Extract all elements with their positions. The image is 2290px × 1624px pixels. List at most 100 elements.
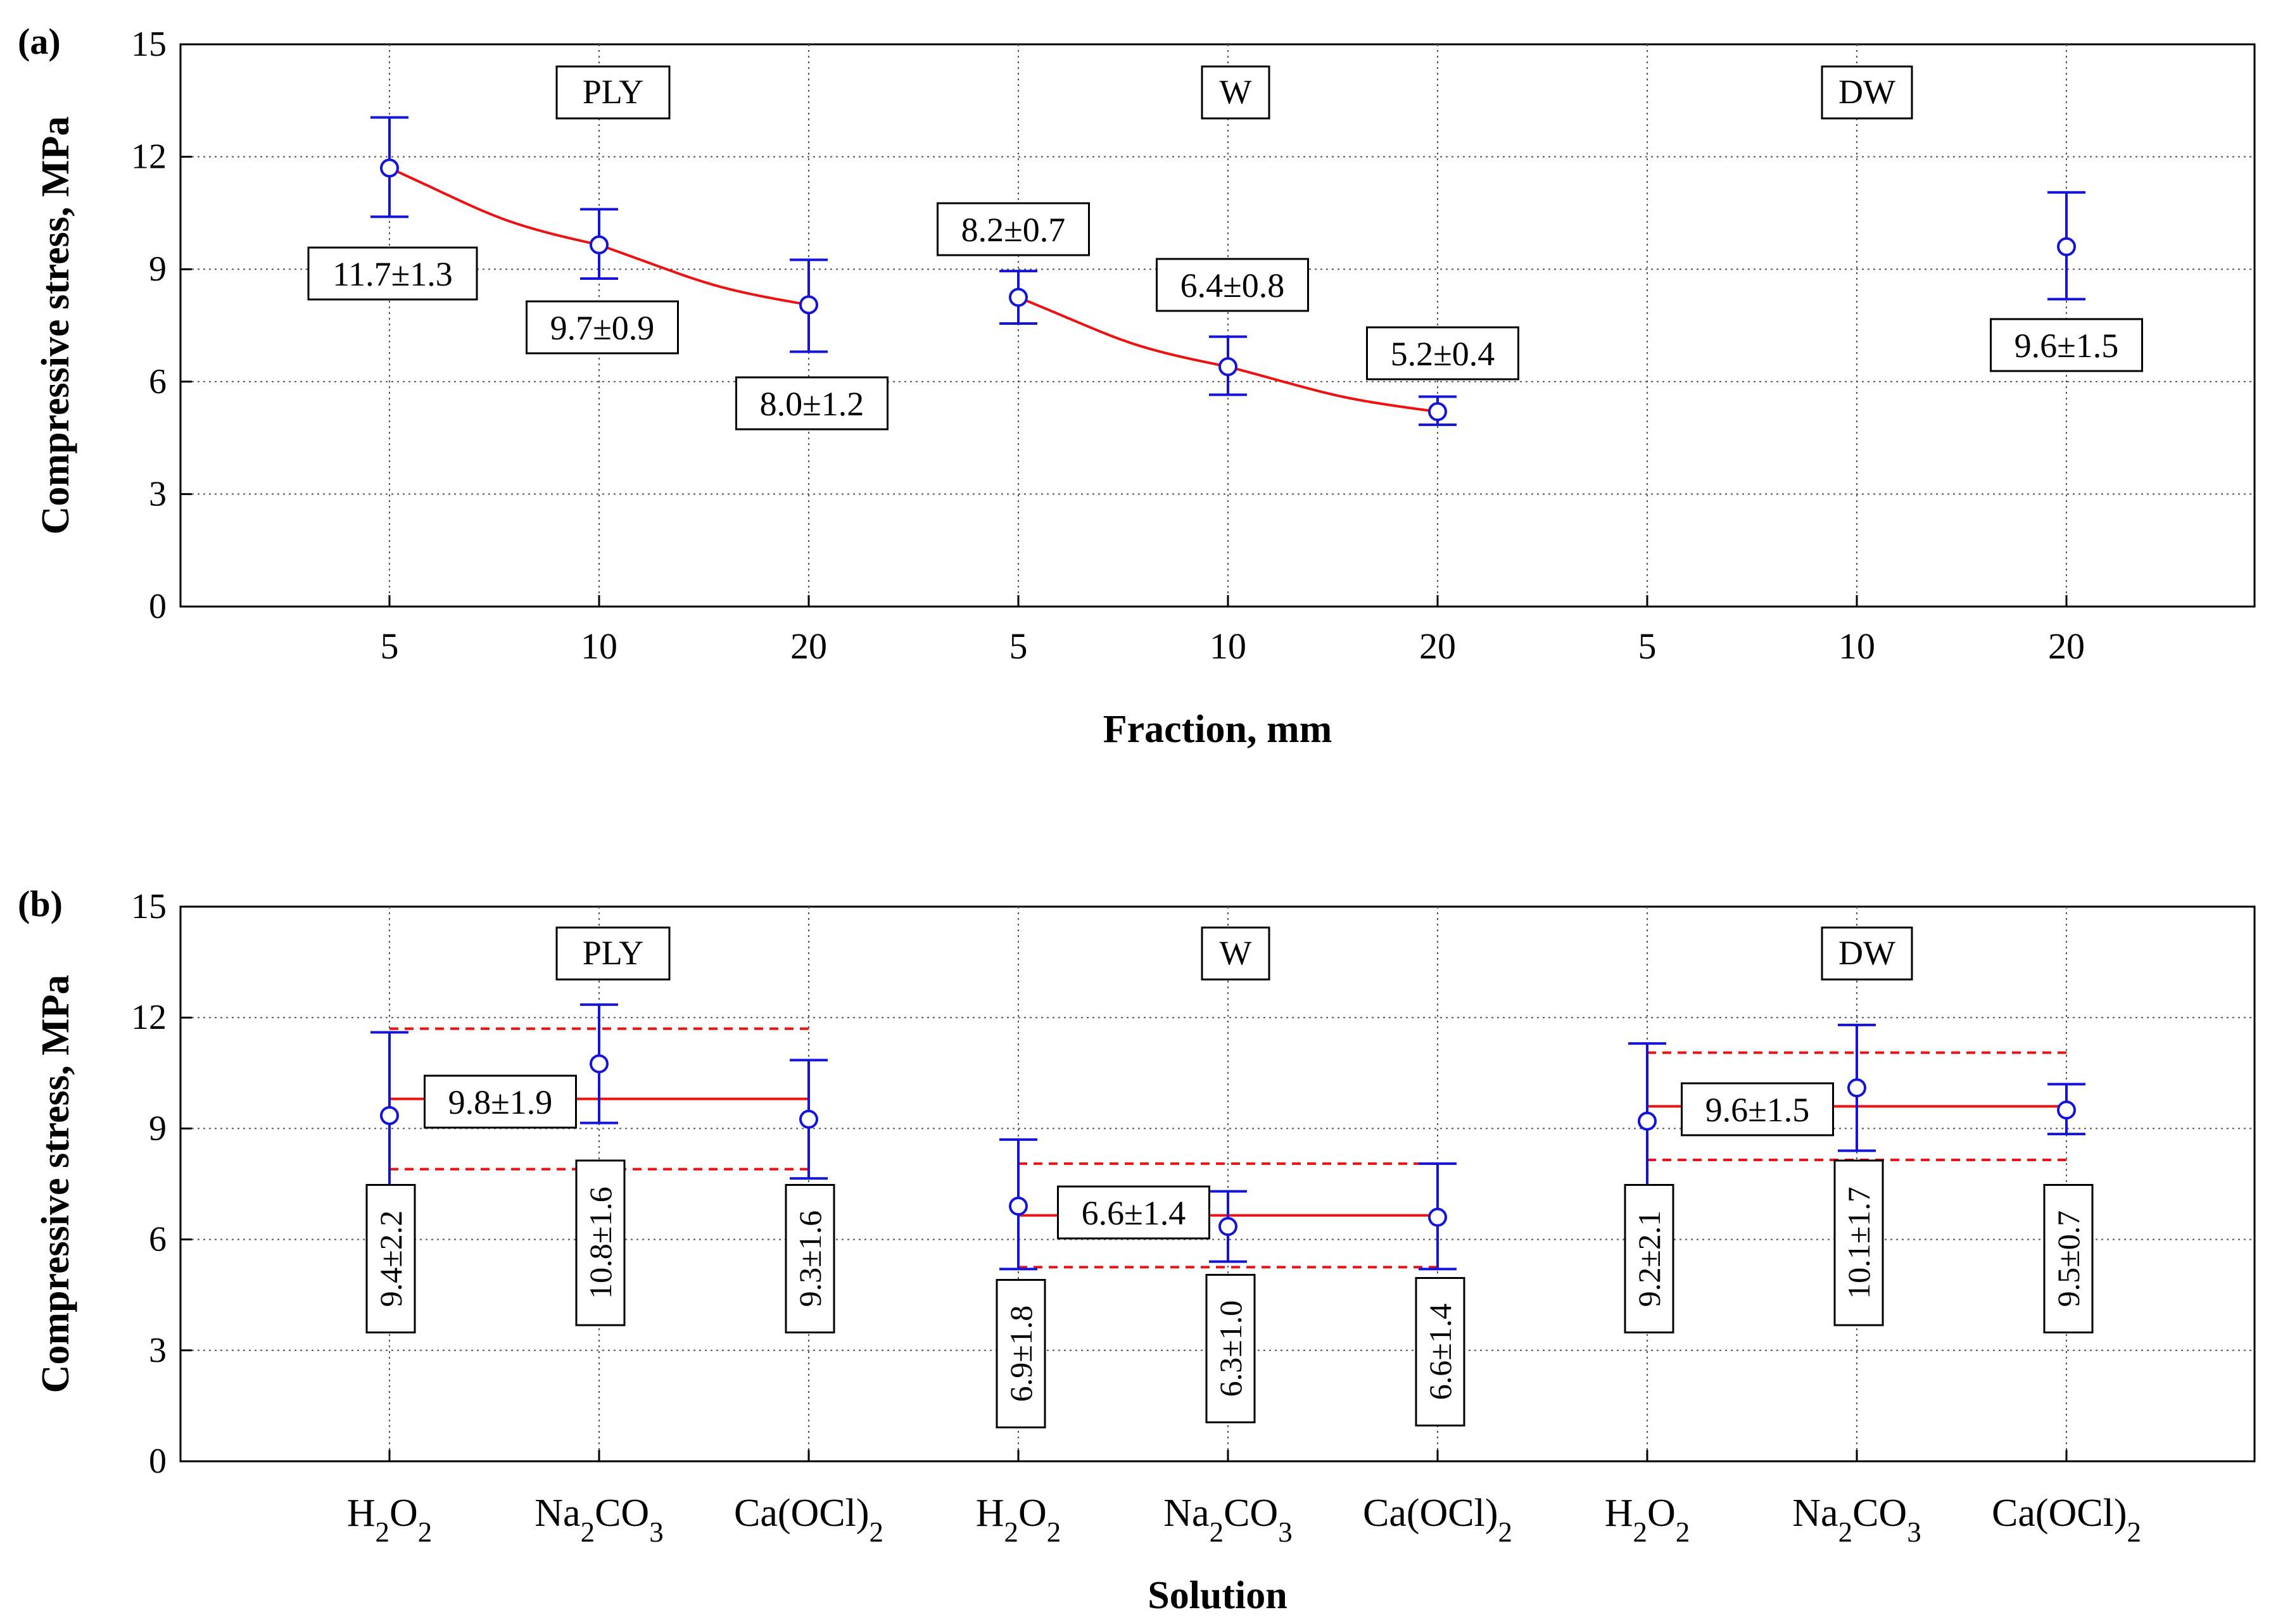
- value-label: 10.1±1.7: [1841, 1187, 1876, 1299]
- value-label-box: [1833, 1159, 1884, 1326]
- group-label-box: [555, 65, 671, 120]
- data-point: [1847, 1078, 1866, 1098]
- value-label-box: [307, 246, 478, 301]
- value-label-box: [2043, 1184, 2094, 1333]
- data-point: [1428, 1207, 1447, 1227]
- mean-label: 9.6±1.5: [1705, 1091, 1810, 1129]
- value-label-box: [365, 1184, 416, 1333]
- value-label-box: [785, 1184, 835, 1333]
- series-w: 8.2±0.7 6.4±0.8 5.2±0.4: [937, 202, 1519, 426]
- y-tick-label: 12: [131, 998, 167, 1037]
- value-label: 6.3±1.0: [1213, 1300, 1248, 1397]
- data-point: [380, 158, 399, 178]
- y-tick-label: 0: [149, 587, 167, 626]
- value-label: 6.6±1.4: [1422, 1304, 1458, 1400]
- value-label-box: [1624, 1184, 1674, 1333]
- value-label: 6.4±0.8: [1180, 267, 1285, 305]
- group-label: W: [1220, 73, 1252, 111]
- x-tick-label: Ca(OCl)2: [734, 1492, 883, 1548]
- value-label-box: [996, 1279, 1046, 1428]
- data-point: [380, 1105, 399, 1125]
- value-label: 9.4±2.2: [373, 1211, 408, 1307]
- value-label: 6.9±1.8: [1003, 1306, 1039, 1402]
- x-axis-label: Fraction, mm: [1103, 708, 1332, 751]
- x-tick-label: 10: [581, 626, 617, 667]
- x-tick-label: H2O2: [1605, 1492, 1690, 1548]
- value-label-box: [735, 376, 889, 431]
- data-point: [799, 1109, 818, 1129]
- data-point: [799, 295, 818, 315]
- data-point: [1218, 357, 1237, 377]
- y-tick-label: 15: [131, 887, 167, 926]
- group-label: DW: [1838, 73, 1895, 111]
- group-label-box: [1821, 65, 1913, 120]
- value-label: 5.2±0.4: [1391, 335, 1495, 373]
- panel-label: (b): [18, 883, 63, 924]
- x-tick-label: H2O2: [347, 1492, 433, 1548]
- y-tick-label: 12: [131, 137, 167, 177]
- panel-a: 0 3 6 9 12 15 5 10 20 5 10 20 5 10 20 Fraction, mm Compr…: [18, 21, 2256, 751]
- plot-frame: [179, 43, 2256, 608]
- series-ply: 9.4±2.2 10.8±1.6 9.3±1.6 9.8±1.9: [365, 1003, 835, 1333]
- data-point: [590, 235, 609, 255]
- value-label: 10.8±1.6: [583, 1187, 618, 1299]
- value-label-box: [526, 300, 679, 355]
- plot-frame: [179, 905, 2256, 1463]
- value-label-box: [1366, 326, 1519, 381]
- value-label-box: [1156, 258, 1309, 312]
- x-tick-label: Na2CO3: [1163, 1492, 1292, 1548]
- value-label: 9.7±0.9: [550, 309, 655, 347]
- value-label: 9.2±2.1: [1631, 1211, 1667, 1307]
- data-point: [2057, 1100, 2076, 1120]
- y-tick-label: 9: [149, 249, 167, 289]
- value-label-box: [1990, 318, 2143, 372]
- group-label: W: [1220, 934, 1252, 972]
- series-ply: 11.7±1.3 9.7±0.9 8.0±1.2: [307, 116, 889, 431]
- group-label: PLY: [583, 934, 644, 972]
- group-label-box: [1201, 65, 1270, 120]
- y-axis-label: Compressive stress, MPa: [34, 975, 77, 1394]
- value-label-box: [575, 1159, 626, 1326]
- mean-label-box: [1057, 1185, 1210, 1240]
- data-point: [2057, 237, 2076, 256]
- series-w: 6.9±1.8 6.3±1.0 6.6±1.4 6.6±1.4: [996, 1138, 1465, 1428]
- value-label-box: [1415, 1277, 1465, 1426]
- x-tick-label: 5: [381, 626, 399, 667]
- y-tick-label: 6: [149, 362, 167, 401]
- x-tick-label: Ca(OCl)2: [1363, 1492, 1512, 1548]
- y-tick-label: 0: [149, 1442, 167, 1481]
- group-label: PLY: [583, 73, 644, 111]
- group-label-box: [555, 926, 671, 981]
- mean-label: 6.6±1.4: [1082, 1194, 1186, 1232]
- y-tick-label: 3: [149, 1331, 167, 1370]
- value-label-box: [1205, 1274, 1256, 1423]
- data-point: [1218, 1217, 1237, 1237]
- y-tick-label: 15: [131, 25, 167, 64]
- group-label-box: [1201, 926, 1270, 981]
- mean-label-box: [424, 1074, 577, 1129]
- panel-b: 0 3 6 9 12 15 H2O2 Na2CO3 Ca(OCl)2 H2O2 Na2CO3 Ca(O…: [18, 883, 2256, 1617]
- data-point: [1428, 402, 1447, 422]
- series-dw: 9.6±1.5: [1990, 191, 2143, 372]
- y-axis-label: Compressive stress, MPa: [34, 116, 77, 535]
- data-point: [1638, 1111, 1657, 1131]
- panel-label: (a): [18, 21, 61, 62]
- y-tick-label: 6: [149, 1220, 167, 1259]
- x-tick-label: 10: [1838, 626, 1875, 667]
- x-tick-label: 20: [2048, 626, 2085, 667]
- series-dw: 9.2±2.1 10.1±1.7 9.5±0.7 9.6±1.5: [1624, 1023, 2094, 1333]
- data-point: [590, 1054, 609, 1074]
- group-label: DW: [1838, 934, 1895, 972]
- x-tick-label: 5: [1009, 626, 1028, 667]
- x-tick-label: Na2CO3: [1792, 1492, 1921, 1548]
- value-label: 9.3±1.6: [792, 1211, 828, 1307]
- data-point: [1009, 287, 1028, 307]
- mean-label-box: [1681, 1082, 1834, 1136]
- x-tick-label: Ca(OCl)2: [1992, 1492, 2141, 1548]
- data-point: [1009, 1197, 1028, 1216]
- value-label: 9.5±0.7: [2051, 1211, 2086, 1307]
- x-tick-label: 20: [790, 626, 827, 667]
- value-label: 8.2±0.7: [961, 211, 1066, 249]
- x-axis-label: Solution: [1148, 1574, 1287, 1617]
